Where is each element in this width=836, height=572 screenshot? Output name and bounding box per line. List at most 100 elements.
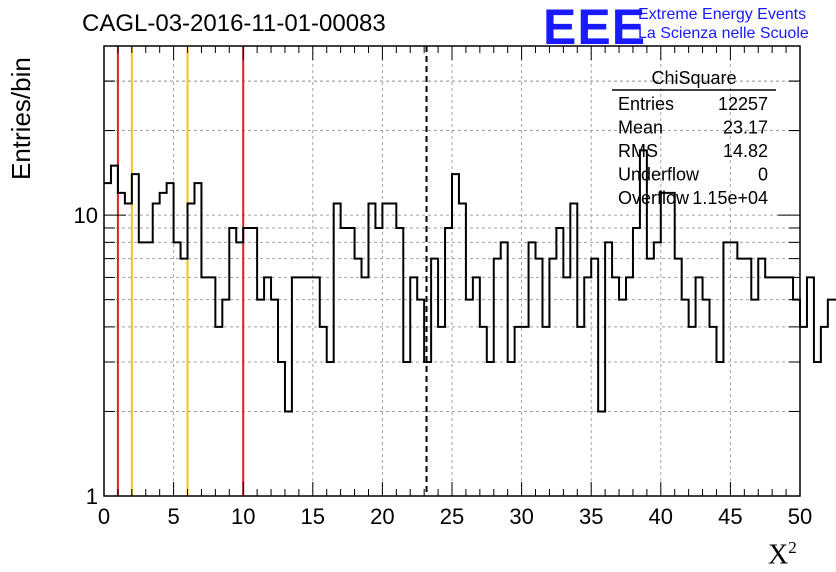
histogram-bin xyxy=(292,277,299,496)
histogram-bin xyxy=(779,277,786,496)
stats-box-title: ChiSquare xyxy=(651,68,736,88)
histogram-bin xyxy=(327,362,334,496)
histogram-bin xyxy=(153,203,160,496)
histogram-bin xyxy=(668,193,675,496)
x-tick-label: 30 xyxy=(509,504,533,529)
histogram-bin xyxy=(577,327,584,496)
histogram-bin xyxy=(334,203,341,496)
eee-logo: EEE xyxy=(543,0,647,55)
stats-row-label: Entries xyxy=(618,94,674,114)
stats-row-label: Mean xyxy=(618,118,663,138)
x-tick-label: 0 xyxy=(98,504,110,529)
stats-row-value: 12257 xyxy=(718,94,768,114)
x-tick-label: 5 xyxy=(167,504,179,529)
histogram-bin xyxy=(501,242,508,496)
logo-line-1: Extreme Energy Events xyxy=(638,6,807,23)
stats-row-label: Underflow xyxy=(618,165,700,185)
histogram-bin xyxy=(605,242,612,496)
histogram-bin xyxy=(710,327,717,496)
histogram-bin xyxy=(424,362,431,496)
histogram-bin xyxy=(389,203,396,496)
histogram-bin xyxy=(257,300,264,496)
histogram-bin xyxy=(229,228,236,496)
histogram-bin xyxy=(821,327,828,496)
histogram-bin xyxy=(208,277,215,496)
x-axis-label: X2 xyxy=(768,538,797,571)
stats-row-value: 0 xyxy=(758,165,768,185)
x-axis-label-base: X xyxy=(768,539,789,571)
histogram-bin xyxy=(201,277,208,496)
histogram-bin xyxy=(375,228,382,496)
histogram-bin xyxy=(807,277,814,496)
histogram-bin xyxy=(452,174,459,496)
histogram-bin xyxy=(368,203,375,496)
histogram-bin xyxy=(793,300,800,496)
histogram-bin xyxy=(396,228,403,496)
y-tick-label: 1 xyxy=(86,484,98,509)
histogram-bin xyxy=(612,277,619,496)
x-tick-label: 25 xyxy=(440,504,464,529)
histogram-bin xyxy=(675,259,682,496)
histogram-bin xyxy=(598,411,605,496)
histogram-bin xyxy=(403,362,410,496)
histogram-bin xyxy=(473,277,480,496)
histogram-bin xyxy=(765,277,772,496)
stats-row-value: 14.82 xyxy=(723,141,768,161)
histogram-bin xyxy=(703,300,710,496)
histogram-bin xyxy=(800,327,807,496)
histogram-bin xyxy=(222,300,229,496)
histogram-bin xyxy=(814,362,821,496)
histogram-bin xyxy=(445,228,452,496)
histogram-bin xyxy=(188,203,195,496)
histogram-bin xyxy=(591,259,598,496)
histogram-bin xyxy=(410,277,417,496)
histogram-bin xyxy=(271,300,278,496)
x-axis-label-exponent: 2 xyxy=(788,538,797,557)
histogram-bin xyxy=(828,300,835,496)
histogram-bin xyxy=(536,259,543,496)
histogram-bin xyxy=(306,277,313,496)
histogram-bin xyxy=(341,228,348,496)
histogram-bin xyxy=(480,327,487,496)
histogram-bin xyxy=(320,327,327,496)
histogram-bin xyxy=(570,203,577,496)
histogram-bin xyxy=(125,203,132,496)
histogram-bin xyxy=(264,277,271,496)
histogram-bin xyxy=(132,174,139,496)
histogram-bin xyxy=(758,259,765,496)
histogram-bin xyxy=(515,327,522,496)
histogram-bin xyxy=(682,300,689,496)
histogram-bin xyxy=(174,242,181,496)
histogram-bin xyxy=(181,259,188,496)
histogram-bin xyxy=(508,362,515,496)
histogram-bin xyxy=(522,327,529,496)
histogram-bin xyxy=(549,259,556,496)
histogram-bin xyxy=(194,183,201,496)
x-tick-label: 10 xyxy=(231,504,255,529)
histogram-bin xyxy=(278,362,285,496)
histogram-bin xyxy=(355,259,362,496)
histogram-bin xyxy=(348,228,355,496)
histogram-bin xyxy=(723,242,730,496)
histogram-bin xyxy=(299,277,306,496)
histogram-bin xyxy=(160,193,167,496)
histogram-bin xyxy=(716,362,723,496)
histogram-bin xyxy=(494,259,501,496)
histogram-bin xyxy=(118,193,125,496)
histogram-bin xyxy=(772,277,779,496)
x-tick-label: 45 xyxy=(718,504,742,529)
histogram-bin xyxy=(689,327,696,496)
y-axis-label: Entries/bin xyxy=(6,57,36,180)
histogram-bin xyxy=(459,203,466,496)
histogram-bin xyxy=(313,277,320,496)
histogram-bin xyxy=(556,228,563,496)
histogram-bin xyxy=(431,259,438,496)
histogram-bin xyxy=(487,362,494,496)
histogram-bin xyxy=(139,242,146,496)
histogram-bin xyxy=(417,300,424,496)
histogram-bin xyxy=(285,411,292,496)
x-tick-label: 15 xyxy=(301,504,325,529)
histogram-bin xyxy=(661,193,668,496)
histogram-bin xyxy=(542,327,549,496)
x-tick-label: 20 xyxy=(370,504,394,529)
